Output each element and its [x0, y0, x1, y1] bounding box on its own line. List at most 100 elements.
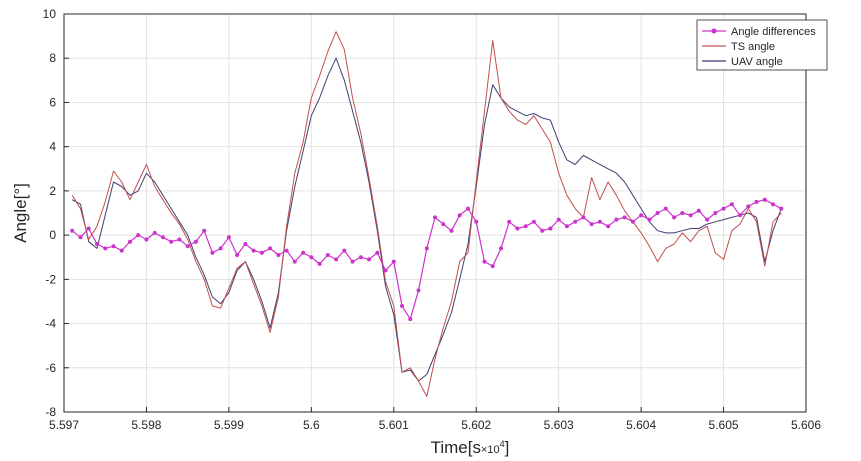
y-tick-label: 4 — [49, 140, 56, 154]
uav-angle-legend-label: UAV angle — [731, 56, 783, 68]
angle-differences-point — [416, 288, 421, 293]
x-tick-label: 5.606 — [791, 418, 821, 432]
angle-differences-point — [499, 246, 503, 251]
angle-differences-point — [358, 255, 363, 260]
x-tick-label: 5.605 — [709, 418, 739, 432]
angle-differences-point — [342, 248, 347, 253]
angle-differences-point — [210, 250, 215, 255]
angle-differences-point — [738, 213, 742, 218]
angle-differences-point — [301, 250, 306, 255]
angle-differences-point — [548, 226, 553, 231]
x-axis-title-exponent: 4 — [500, 439, 505, 449]
angle-differences-point — [564, 224, 569, 229]
x-tick-label: 5.602 — [461, 418, 491, 432]
angle-differences-point — [309, 255, 314, 260]
angle-differences-point — [375, 250, 380, 255]
angle-differences-point — [540, 228, 545, 233]
x-tick-label: 5.6 — [303, 418, 320, 432]
angle-differences-point — [490, 264, 495, 269]
angle-differences-point — [606, 224, 611, 229]
x-tick-label: 5.603 — [544, 418, 574, 432]
x-tick-label: 5.604 — [626, 418, 656, 432]
x-axis-title-unit: [s — [468, 438, 481, 457]
angle-differences-point — [441, 222, 446, 227]
angle-differences-point — [581, 215, 586, 220]
angle-differences-point — [449, 228, 454, 233]
x-tick-label: 5.601 — [379, 418, 409, 432]
angle-differences-legend-marker — [711, 28, 717, 34]
x-axis-title-close: ] — [505, 438, 510, 457]
angle-differences-point — [284, 248, 289, 253]
y-tick-label: 8 — [49, 51, 56, 65]
y-tick-label: 2 — [49, 184, 56, 198]
x-axis-title-multiplier: ×10 — [481, 444, 500, 456]
angle-differences-point — [185, 244, 190, 249]
angle-differences-point — [573, 219, 578, 224]
angle-differences-point — [202, 228, 207, 233]
angle-differences-point — [243, 242, 248, 246]
angle-differences-point — [152, 230, 157, 235]
angle-differences-point — [474, 219, 479, 224]
y-tick-label: 10 — [43, 7, 57, 21]
angle-differences-point — [589, 222, 594, 227]
angle-differences-point — [383, 268, 388, 273]
angle-differences-point — [103, 246, 108, 251]
angle-differences-point — [424, 246, 429, 251]
uav-angle-line — [71, 57, 782, 382]
angle-differences-point — [457, 213, 462, 218]
y-tick-label: -4 — [45, 317, 56, 331]
angle-differences-point — [268, 246, 273, 251]
series-layer — [70, 31, 784, 397]
angle-differences-point — [276, 253, 281, 257]
angle-differences-point — [433, 215, 437, 220]
angle-differences-point — [259, 250, 264, 255]
ts-angle-legend-label: TS angle — [731, 41, 775, 53]
x-tick-label: 5.597 — [49, 418, 79, 432]
angle-differences-point — [325, 253, 330, 257]
angle-differences-point — [771, 202, 775, 207]
x-axis-title-main: Time — [431, 438, 468, 457]
angle-differences-point — [169, 239, 174, 244]
angle-differences-point — [655, 211, 660, 215]
angle-differences-point — [688, 213, 693, 218]
angle-differences-point — [729, 202, 734, 207]
x-axis-title: Time[s×104] — [431, 438, 510, 457]
angle-differences-point — [647, 217, 652, 222]
angle-differences-point — [95, 242, 99, 246]
angle-differences-point — [762, 197, 767, 202]
angle-differences-point — [531, 219, 536, 224]
angle-differences-point — [70, 228, 75, 233]
angle-differences-point — [754, 199, 759, 204]
angle-differences-point — [639, 213, 644, 218]
angle-differences-point — [746, 204, 751, 209]
y-tick-label: 6 — [49, 95, 56, 109]
angle-differences-point — [177, 237, 182, 242]
angle-differences-point — [672, 215, 677, 220]
x-tick-label: 5.598 — [131, 418, 161, 432]
angle-differences-point — [408, 317, 413, 322]
angle-differences-point — [515, 226, 520, 231]
y-tick-label: -6 — [45, 361, 56, 375]
legend-box — [696, 19, 828, 71]
angle-differences-point — [111, 244, 116, 249]
angle-differences-point — [128, 239, 132, 244]
angle-differences-point — [350, 259, 355, 264]
angle-differences-point — [721, 206, 726, 211]
angle-differences-point — [292, 259, 297, 264]
angle-differences-point — [705, 217, 710, 222]
x-tick-label: 5.599 — [214, 418, 244, 432]
ts-angle-line — [71, 31, 782, 397]
angle-differences-point — [218, 246, 223, 251]
angle-differences-point — [680, 211, 685, 215]
angle-differences-point — [466, 206, 470, 211]
y-tick-label: 0 — [49, 228, 56, 242]
x-tick-labels: 5.597 5.598 5.599 5.6 5.601 5.602 5.603 5.604 5.… — [49, 418, 821, 432]
angle-differences-point — [119, 248, 124, 253]
angle-differences-point — [160, 235, 165, 240]
angle-differences-point — [630, 219, 635, 224]
angle-differences-point — [193, 239, 198, 244]
y-tick-labels: -8 -6 -4 -2 0 2 4 6 8 10 — [43, 7, 57, 419]
plot-frame — [63, 13, 807, 413]
angle-differences-point — [317, 261, 322, 266]
